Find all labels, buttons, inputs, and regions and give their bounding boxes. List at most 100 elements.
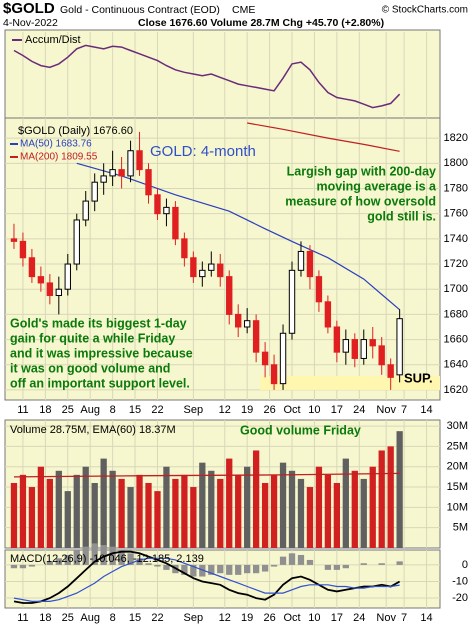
y-tick-label: 1660 (444, 333, 468, 345)
candle-body (279, 332, 287, 385)
candle-body (297, 250, 305, 271)
x-tick-label: Nov (376, 612, 396, 624)
histogram-bar (28, 564, 36, 567)
histogram-bar (109, 546, 116, 565)
volume-bar (19, 474, 27, 548)
volume-bar (226, 458, 233, 548)
candle-body (136, 150, 143, 171)
candle-body (127, 150, 134, 177)
x-tick-label: 7 (401, 404, 407, 416)
histogram-bar (136, 558, 143, 565)
candle-body (288, 269, 296, 334)
histogram-bar (100, 545, 107, 565)
candle-body (46, 282, 54, 297)
candle-body (82, 200, 89, 221)
x-tick-label: 8 (110, 612, 116, 624)
date: 4-Nov-2022 (3, 17, 58, 29)
x-tick-label: 15 (129, 404, 141, 416)
volume-bar (127, 487, 134, 548)
histogram-bar (261, 564, 269, 572)
annotation: gain for quite a while Friday (10, 331, 175, 345)
x-tick-label: 24 (353, 612, 365, 624)
instrument-name: Gold - Continuous Contract (EOD) (60, 4, 220, 16)
volume-bar (55, 470, 62, 548)
volume-bar (252, 450, 260, 548)
histogram-bar (19, 564, 27, 569)
x-tick-label: 17 (331, 612, 343, 624)
accum-line (13, 44, 401, 109)
volume-bar (360, 478, 367, 548)
volume-bar (73, 474, 80, 548)
y-tick-label: 1680 (444, 308, 468, 320)
macd-title: MACD(12,26,9) -10.046, -12.185, 2.139 (10, 553, 204, 565)
histogram-bar (333, 564, 340, 570)
annotation: gold still is. (367, 209, 436, 223)
candle-body (64, 263, 71, 290)
volume-bar (118, 478, 125, 548)
histogram-bar (208, 564, 215, 575)
candle-body (163, 206, 170, 215)
histogram-bar (55, 558, 62, 565)
volume-title: Volume 28.75M, EMA(60) 18.37M (10, 424, 176, 436)
x-tick-label: Aug (80, 612, 100, 624)
volume-bar (82, 466, 89, 548)
candle-body (154, 194, 161, 215)
candle-body (55, 288, 63, 297)
x-tick-label: 8 (110, 404, 116, 416)
histogram-bar (127, 553, 134, 565)
candle-body (199, 269, 206, 278)
x-tick-label: 18 (39, 612, 51, 624)
volume-bar (208, 470, 215, 548)
candle-body (172, 206, 179, 240)
annotation: measure of how oversold (285, 194, 436, 208)
candle-body (369, 339, 376, 347)
x-tick-label: 25 (62, 612, 74, 624)
candle-body (208, 263, 215, 271)
volume-bar (37, 466, 45, 548)
y-tick-label: 10M (447, 501, 468, 513)
candle-body (306, 250, 314, 278)
y-tick-label: 1700 (444, 283, 468, 295)
x-tick-label: 22 (151, 404, 163, 416)
volume-bar (100, 458, 107, 548)
volume-bar (190, 487, 197, 548)
x-tick-label: 22 (151, 612, 163, 624)
histogram-bar (118, 550, 125, 565)
candle-body (252, 320, 260, 353)
accum-title: Accum/Dist (25, 34, 81, 46)
x-tick-label: 19 (241, 404, 253, 416)
y-tick-label: 1820 (444, 132, 468, 144)
volume-bar (351, 470, 358, 548)
candle-body (145, 169, 152, 196)
histogram-bar (10, 564, 18, 569)
x-tick-label: 14 (420, 612, 432, 624)
x-tick-label: Sep (184, 404, 204, 416)
histogram-bar (73, 550, 80, 565)
y-tick-label: 1760 (444, 208, 468, 220)
histogram-bar (252, 564, 260, 574)
x-tick-label: 7 (401, 612, 407, 624)
histogram-bar (91, 543, 98, 565)
moving-average (247, 122, 400, 152)
volume-bar (369, 466, 376, 548)
legend-entry: MA(200) 1809.55 (20, 152, 98, 163)
histogram-bar (244, 564, 251, 574)
candle-body (118, 169, 125, 177)
plot (5, 32, 440, 608)
y-tick-label: -20 (452, 592, 468, 604)
candle-body (217, 263, 224, 278)
candle-body (28, 257, 36, 278)
annotation: it was on good volume and (10, 361, 170, 375)
x-tick-label: 12 (219, 612, 231, 624)
volume-bar (163, 466, 170, 548)
copyright: © StockCharts.com (382, 5, 468, 16)
candle-body (91, 181, 98, 202)
volume-bar (387, 446, 394, 548)
volume-bar (342, 458, 349, 548)
volume-bar (10, 482, 18, 548)
volume-bar (261, 482, 269, 548)
volume-bar (306, 487, 314, 548)
x-tick-label: 14 (420, 404, 432, 416)
legend-entry: MA(50) 1683.76 (20, 139, 92, 150)
